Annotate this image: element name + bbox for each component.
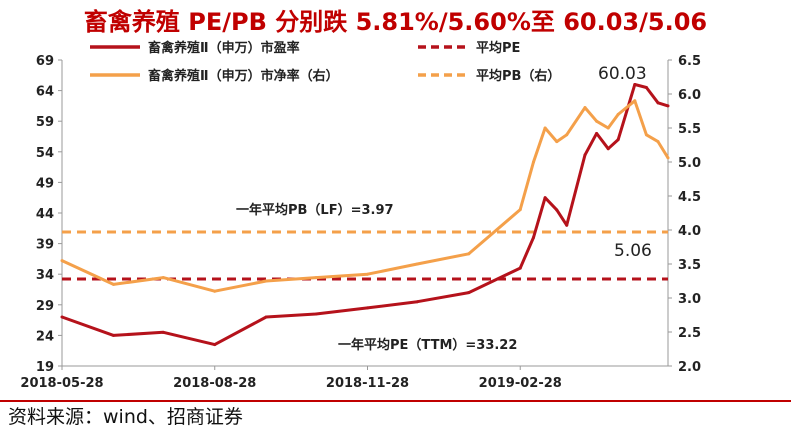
pe-data-point [644,86,648,90]
pe-data-point [606,147,610,151]
left-tick-label: 19 [36,360,54,375]
pe-data-point [314,312,318,316]
avg-pb-annotation: 一年平均PB（LF）=3.97 [236,202,394,218]
pb-data-point [264,279,268,283]
right-tick-label: 6.0 [678,88,701,103]
pe-data-point [60,315,64,319]
pb-data-point [60,259,64,263]
pe-data-point [161,330,165,334]
right-tick-label: 4.5 [678,190,701,205]
right-tick-label: 4.0 [678,224,701,239]
pb-data-point [595,119,599,123]
left-tick-label: 49 [36,176,54,191]
right-tick-label: 5.5 [678,122,701,137]
left-tick-label: 29 [36,299,54,314]
pb-data-point [633,99,637,103]
right-tick-label: 2.5 [678,326,701,341]
pb-data-point [213,289,217,293]
left-tick-label: 59 [36,115,54,130]
pb-data-point [606,126,610,130]
left-tick-label: 64 [36,85,54,100]
left-tick-label: 44 [36,207,54,222]
pe-data-point [583,153,587,157]
legend-label: 平均PE [476,40,520,56]
divider [0,400,791,402]
pe-data-point [415,300,419,304]
legend-label: 畜禽养殖Ⅱ（申万）市盈率 [148,40,300,56]
pb-data-point [616,112,620,116]
pb-series-line [61,99,670,293]
pb-data-point [365,272,369,276]
pe-data-point [595,131,599,135]
legend-label: 畜禽养殖Ⅱ（申万）市净率（右） [148,68,339,84]
right-tick-label: 3.0 [678,292,701,307]
pb-data-point [111,282,115,286]
pe-data-point [467,291,471,295]
right-tick-label: 5.0 [678,156,701,171]
x-tick-label: 2019-02-28 [479,376,562,391]
pe-data-point [656,101,660,105]
right-tick-label: 2.0 [678,360,701,375]
x-tick-label: 2018-08-28 [173,376,256,391]
pe-data-point [111,333,115,337]
pe-data-point [213,343,217,347]
chart-title: 畜禽养殖 PE/PB 分别跌 5.81%/5.60%至 60.03/5.06 [83,8,708,36]
pe-data-point [555,208,559,212]
pe-data-point [518,266,522,270]
pe-pb-line-chart: 19 24 29 34 39 44 49 54 59 64 69 2.0 2.5 3.0 3.5 4.0 4.5… [20,40,701,391]
pb-data-point [532,160,536,164]
pb-data-point [666,156,670,160]
pb-data-point [583,106,587,110]
pe-data-point [616,138,620,142]
pb-data-point [518,208,522,212]
pb-data-point [415,262,419,266]
right-tick-label: 6.5 [678,54,701,69]
left-tick-label: 24 [36,329,54,344]
latest-pb-label: 5.06 [614,241,652,261]
pb-data-point [555,140,559,144]
pe-data-point [666,104,670,108]
pe-data-point [543,196,547,200]
source-note: 资料来源：wind、招商证券 [8,406,243,428]
right-tick-label: 3.5 [678,258,701,273]
left-tick-label: 34 [36,268,54,283]
latest-pe-label: 60.03 [598,64,647,84]
pb-data-point [314,276,318,280]
pe-data-point [365,306,369,310]
avg-pe-annotation: 一年平均PE（TTM）=33.22 [338,337,517,353]
x-tick-label: 2018-05-28 [20,376,103,391]
pb-data-point [644,133,648,137]
pe-data-point [565,223,569,227]
pb-data-point [543,126,547,130]
pe-data-point [264,315,268,319]
pb-data-point [565,133,569,137]
legend-label: 平均PB（右） [476,68,560,84]
pb-data-point [467,252,471,256]
pb-data-point [656,140,660,144]
x-tick-label: 2018-11-28 [326,376,409,391]
pe-series-line [61,83,669,347]
pe-data-point [532,235,536,239]
pb-data-point [161,276,165,280]
pe-data-point [633,82,637,86]
left-tick-label: 69 [36,54,54,69]
left-tick-label: 54 [36,146,54,161]
left-tick-label: 39 [36,238,54,253]
